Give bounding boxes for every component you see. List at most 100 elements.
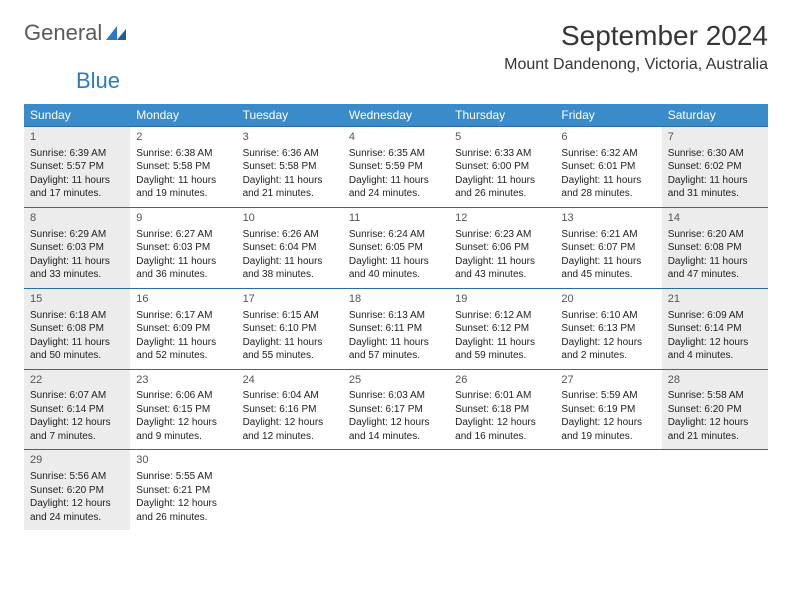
day-number: 9 [136, 211, 230, 226]
day-cell: 24Sunrise: 6:04 AMSunset: 6:16 PMDayligh… [237, 369, 343, 450]
sunrise-line: Sunrise: 6:38 AM [136, 147, 230, 161]
day-cell: 12 Sunrise: 6:23 AMSunset: 6:06 PMDayligh… [449, 207, 555, 288]
sunrise-line: Sunrise: 6:39 AM [30, 147, 124, 161]
daylight-line: Daylight: 12 hours and 9 minutes. [136, 416, 230, 443]
sunrise-line: Sunrise: 6:20 AM [668, 228, 762, 242]
sunrise-line: Sunrise: 6:35 AM [349, 147, 443, 161]
day-cell: 20Sunrise: 6:10 AMSunset: 6:13 PMDayligh… [555, 288, 661, 369]
daylight-line: Daylight: 11 hours and 33 minutes. [30, 255, 124, 282]
sunrise-line: Sunrise: 6:36 AM [243, 147, 337, 161]
day-number: 10 [243, 211, 337, 226]
daylight-line: Daylight: 12 hours and 12 minutes. [243, 416, 337, 443]
daylight-line: Daylight: 11 hours and 31 minutes. [668, 174, 762, 201]
sunrise-line: Sunrise: 5:59 AM [561, 389, 655, 403]
day-number: 14 [668, 211, 762, 226]
sunset-line: Sunset: 6:21 PM [136, 484, 230, 498]
day-cell: 21Sunrise: 6:09 AMSunset: 6:14 PMDayligh… [662, 288, 768, 369]
day-cell: 19Sunrise: 6:12 AMSunset: 6:12 PMDayligh… [449, 288, 555, 369]
day-number: 13 [561, 211, 655, 226]
daylight-line: Daylight: 11 hours and 19 minutes. [136, 174, 230, 201]
day-number: 16 [136, 292, 230, 307]
daylight-line: Daylight: 11 hours and 17 minutes. [30, 174, 124, 201]
sunset-line: Sunset: 6:12 PM [455, 322, 549, 336]
day-cell: 14Sunrise: 6:20 AMSunset: 6:08 PMDayligh… [662, 207, 768, 288]
day-cell: 9Sunrise: 6:27 AMSunset: 6:03 PMDaylight… [130, 207, 236, 288]
sunset-line: Sunset: 5:57 PM [30, 160, 124, 174]
daylight-line: Daylight: 11 hours and 24 minutes. [349, 174, 443, 201]
day-cell: 25Sunrise: 6:03 AMSunset: 6:17 PMDayligh… [343, 369, 449, 450]
day-number: 11 [349, 211, 443, 226]
day-cell: 16Sunrise: 6:17 AMSunset: 6:09 PMDayligh… [130, 288, 236, 369]
day-cell: 29Sunrise: 5:56 AMSunset: 6:20 PMDayligh… [24, 449, 130, 530]
day-cell: 7 Sunrise: 6:30 AMSunset: 6:02 PMDaylight… [662, 126, 768, 207]
column-header: Sunday [24, 104, 130, 126]
day-number: 27 [561, 373, 655, 388]
sunrise-line: Sunrise: 6:10 AM [561, 309, 655, 323]
title-block: September 2024 Mount Dandenong, Victoria… [504, 20, 768, 74]
empty-cell [555, 449, 661, 530]
sunset-line: Sunset: 6:04 PM [243, 241, 337, 255]
sunset-line: Sunset: 6:00 PM [455, 160, 549, 174]
daylight-line: Daylight: 12 hours and 26 minutes. [136, 497, 230, 524]
daylight-line: Daylight: 11 hours and 52 minutes. [136, 336, 230, 363]
sunset-line: Sunset: 6:03 PM [136, 241, 230, 255]
page-title: September 2024 [504, 20, 768, 52]
sunset-line: Sunset: 6:05 PM [349, 241, 443, 255]
daylight-line: Daylight: 12 hours and 21 minutes. [668, 416, 762, 443]
daylight-line: Daylight: 11 hours and 43 minutes. [455, 255, 549, 282]
day-cell: 6Sunrise: 6:32 AMSunset: 6:01 PMDaylight… [555, 126, 661, 207]
day-number: 7 [668, 130, 762, 145]
sunset-line: Sunset: 6:10 PM [243, 322, 337, 336]
day-number: 28 [668, 373, 762, 388]
day-cell: 13Sunrise: 6:21 AMSunset: 6:07 PMDayligh… [555, 207, 661, 288]
sunset-line: Sunset: 5:59 PM [349, 160, 443, 174]
calendar-grid: SundayMondayTuesdayWednesdayThursdayFrid… [24, 104, 768, 530]
sunrise-line: Sunrise: 6:23 AM [455, 228, 549, 242]
column-header: Friday [555, 104, 661, 126]
daylight-line: Daylight: 12 hours and 14 minutes. [349, 416, 443, 443]
sunset-line: Sunset: 6:01 PM [561, 160, 655, 174]
sunset-line: Sunset: 6:08 PM [668, 241, 762, 255]
day-number: 21 [668, 292, 762, 307]
sunset-line: Sunset: 6:08 PM [30, 322, 124, 336]
sunrise-line: Sunrise: 6:24 AM [349, 228, 443, 242]
day-number: 26 [455, 373, 549, 388]
sunset-line: Sunset: 6:06 PM [455, 241, 549, 255]
sunset-line: Sunset: 6:02 PM [668, 160, 762, 174]
day-cell: 18Sunrise: 6:13 AMSunset: 6:11 PMDayligh… [343, 288, 449, 369]
day-cell: 2Sunrise: 6:38 AMSunset: 5:58 PMDaylight… [130, 126, 236, 207]
sunrise-line: Sunrise: 5:58 AM [668, 389, 762, 403]
brand-mark-icon [106, 24, 128, 40]
sunset-line: Sunset: 6:20 PM [30, 484, 124, 498]
sunrise-line: Sunrise: 6:30 AM [668, 147, 762, 161]
day-number: 6 [561, 130, 655, 145]
day-number: 2 [136, 130, 230, 145]
day-number: 4 [349, 130, 443, 145]
day-cell: 22Sunrise: 6:07 AMSunset: 6:14 PMDayligh… [24, 369, 130, 450]
sunset-line: Sunset: 6:16 PM [243, 403, 337, 417]
sunrise-line: Sunrise: 6:33 AM [455, 147, 549, 161]
sunset-line: Sunset: 6:18 PM [455, 403, 549, 417]
sunrise-line: Sunrise: 6:29 AM [30, 228, 124, 242]
day-cell: 10Sunrise: 6:26 AMSunset: 6:04 PMDayligh… [237, 207, 343, 288]
day-cell: 4 Sunrise: 6:35 AMSunset: 5:59 PMDaylight… [343, 126, 449, 207]
daylight-line: Daylight: 11 hours and 38 minutes. [243, 255, 337, 282]
daylight-line: Daylight: 12 hours and 24 minutes. [30, 497, 124, 524]
sunrise-line: Sunrise: 6:13 AM [349, 309, 443, 323]
sunset-line: Sunset: 6:17 PM [349, 403, 443, 417]
day-cell: 1Sunrise: 6:39 AMSunset: 5:57 PMDaylight… [24, 126, 130, 207]
sunrise-line: Sunrise: 6:03 AM [349, 389, 443, 403]
sunrise-line: Sunrise: 6:01 AM [455, 389, 549, 403]
day-number: 12 [455, 211, 549, 226]
day-number: 25 [349, 373, 443, 388]
day-cell: 15Sunrise: 6:18 AMSunset: 6:08 PMDayligh… [24, 288, 130, 369]
sunrise-line: Sunrise: 5:55 AM [136, 470, 230, 484]
day-cell: 17Sunrise: 6:15 AMSunset: 6:10 PMDayligh… [237, 288, 343, 369]
location-text: Mount Dandenong, Victoria, Australia [504, 56, 768, 74]
daylight-line: Daylight: 12 hours and 4 minutes. [668, 336, 762, 363]
empty-cell [343, 449, 449, 530]
daylight-line: Daylight: 11 hours and 21 minutes. [243, 174, 337, 201]
daylight-line: Daylight: 11 hours and 50 minutes. [30, 336, 124, 363]
day-number: 8 [30, 211, 124, 226]
daylight-line: Daylight: 12 hours and 7 minutes. [30, 416, 124, 443]
